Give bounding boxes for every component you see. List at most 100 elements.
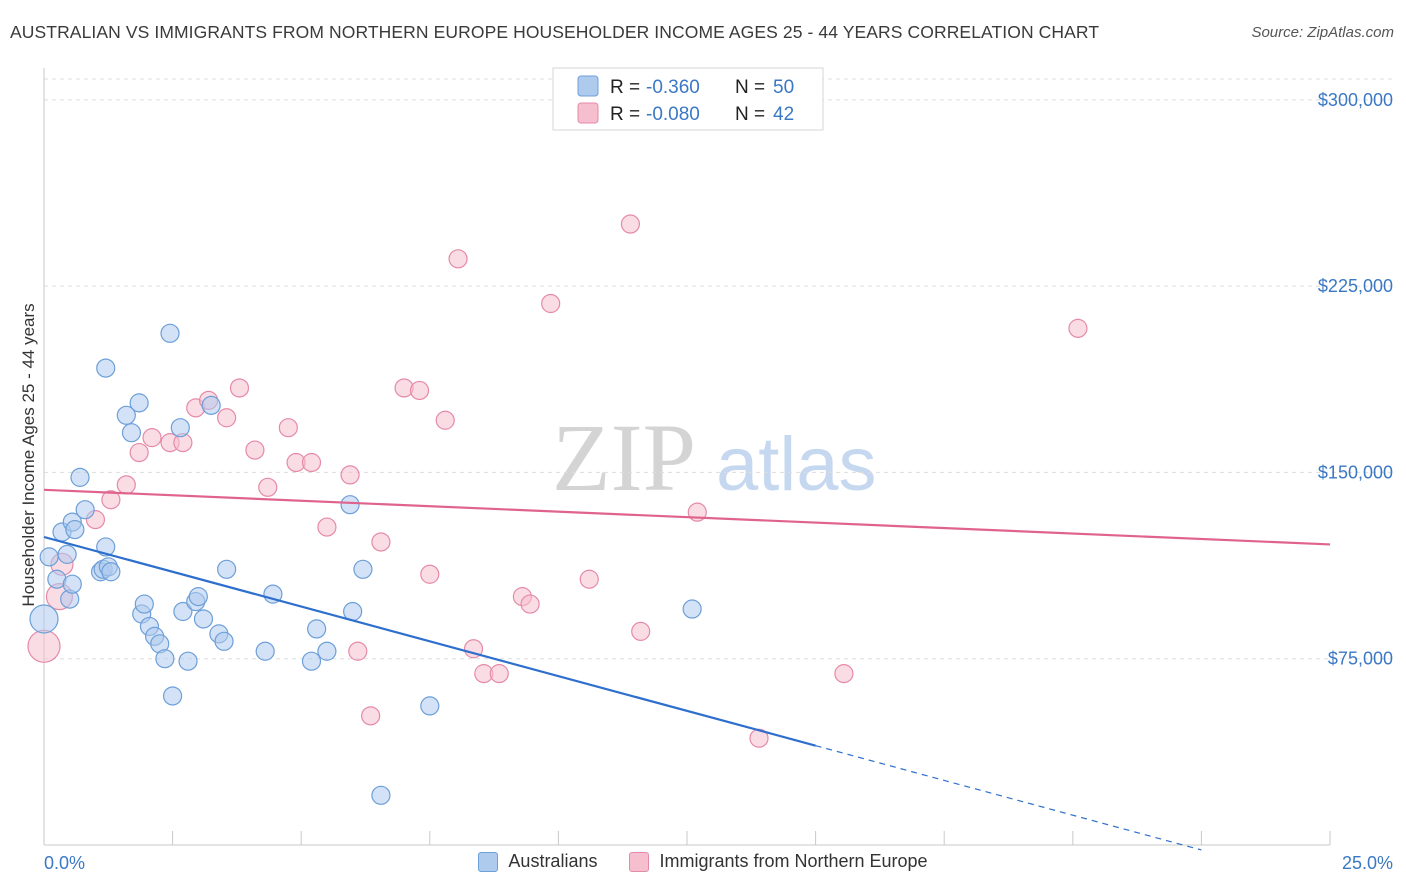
immigrants-trend-line <box>43 488 1331 546</box>
immigrants-point <box>116 475 136 495</box>
legend-r-value-2: -0.080 <box>646 104 700 125</box>
watermark-atlas: atlas <box>716 422 877 507</box>
immigrants-point <box>409 380 430 401</box>
immigrants-point <box>834 664 854 684</box>
correlation-legend: R = -0.360 N = 50 R = -0.080 N = 42 <box>552 67 824 131</box>
australians-point <box>301 651 322 671</box>
immigrants-point <box>520 594 540 614</box>
australians-point <box>29 604 59 634</box>
australians-point <box>163 686 183 706</box>
legend-item-australians: Australians <box>478 851 597 872</box>
y-tick-label: $225,000 <box>1318 276 1393 296</box>
immigrants-point <box>101 490 121 510</box>
immigrants-point <box>631 621 651 641</box>
australians-point <box>173 601 193 622</box>
y-axis-label: Householder Income Ages 25 - 44 years <box>19 303 38 606</box>
trend-lines <box>43 488 1331 851</box>
immigrants-point <box>361 706 381 726</box>
series-australians-points <box>29 323 702 805</box>
immigrants-point <box>749 728 769 748</box>
legend-label-immigrants: Immigrants from Northern Europe <box>659 851 928 871</box>
australians-point <box>160 323 180 343</box>
legend-n-label-1: N = <box>735 77 765 98</box>
australians-point <box>39 547 59 567</box>
australians-point <box>193 609 214 629</box>
australians-point <box>214 631 234 651</box>
australians-point <box>155 649 175 669</box>
australians-point <box>170 418 190 438</box>
legend-r-value-1: -0.360 <box>646 77 700 98</box>
watermark: ZIP atlas <box>552 404 877 511</box>
immigrants-point <box>620 214 641 234</box>
australians-point <box>217 559 237 579</box>
legend-swatch-australians <box>577 75 599 97</box>
australians-point <box>75 500 95 520</box>
australians-trend-line <box>43 535 816 747</box>
australians-point <box>188 587 208 607</box>
immigrants-point <box>27 629 61 663</box>
australians-point <box>255 641 275 661</box>
legend-label-australians: Australians <box>508 851 598 871</box>
australians-point <box>317 641 337 661</box>
y-tick-label: $150,000 <box>1318 462 1393 482</box>
x-tick-label-min: 0.0% <box>44 853 85 873</box>
legend-swatch-pink <box>629 851 650 872</box>
legend-n-value-2: 42 <box>773 104 794 125</box>
immigrants-point <box>301 452 322 473</box>
immigrants-point <box>142 428 162 448</box>
legend-n-label-2: N = <box>735 104 765 125</box>
australians-point <box>340 495 360 515</box>
immigrants-point <box>317 517 337 537</box>
legend-swatch-blue <box>478 851 499 872</box>
legend-r-label-1: R = <box>610 77 640 98</box>
australians-point <box>96 358 116 378</box>
y-tick-label: $75,000 <box>1328 649 1393 669</box>
australians-point <box>62 574 82 594</box>
australians-point <box>129 393 149 413</box>
y-tick-labels: $75,000 $150,000 $225,000 $300,000 <box>1318 90 1393 669</box>
immigrants-point <box>340 465 360 485</box>
australians-point <box>70 467 90 487</box>
australians-point <box>201 395 221 415</box>
series-immigrants-points <box>27 214 1088 748</box>
legend-n-value-1: 50 <box>773 77 794 98</box>
immigrants-point <box>258 477 278 497</box>
australians-point <box>116 405 136 425</box>
australians-point <box>65 519 85 540</box>
immigrants-point <box>371 532 391 552</box>
australians-point <box>420 696 440 716</box>
chart-title: AUSTRALIAN VS IMMIGRANTS FROM NORTHERN E… <box>10 22 1100 42</box>
australians-point <box>371 785 391 805</box>
immigrants-point <box>217 408 237 428</box>
immigrants-point <box>229 378 250 398</box>
immigrants-point <box>278 418 298 438</box>
australians-point <box>121 423 142 443</box>
australians-point <box>682 599 702 619</box>
immigrants-point <box>448 249 468 269</box>
immigrants-point <box>541 293 561 314</box>
australians-point <box>101 562 121 582</box>
immigrants-point <box>129 442 149 463</box>
grid-lines <box>44 78 1393 660</box>
australians-point <box>307 619 327 639</box>
immigrants-point <box>245 440 265 460</box>
watermark-zip: ZIP <box>552 404 696 511</box>
australians-point <box>353 559 373 579</box>
immigrants-point <box>489 664 509 684</box>
x-tick-label-max: 25.0% <box>1342 853 1393 873</box>
legend-swatch-immigrants <box>577 102 599 124</box>
legend-item-immigrants: Immigrants from Northern Europe <box>629 851 928 872</box>
australians-trend-extension <box>815 745 1202 851</box>
australians-point <box>134 594 154 614</box>
immigrants-point <box>579 569 599 589</box>
immigrants-point <box>435 410 455 430</box>
immigrants-point <box>1068 318 1088 338</box>
legend-r-label-2: R = <box>610 104 640 125</box>
immigrants-point <box>420 564 440 584</box>
australians-point <box>57 544 77 564</box>
source-credit: Source: ZipAtlas.com <box>1251 24 1394 41</box>
australians-point <box>178 651 198 671</box>
immigrants-point <box>348 641 368 661</box>
x-tick-marks <box>43 831 1331 845</box>
